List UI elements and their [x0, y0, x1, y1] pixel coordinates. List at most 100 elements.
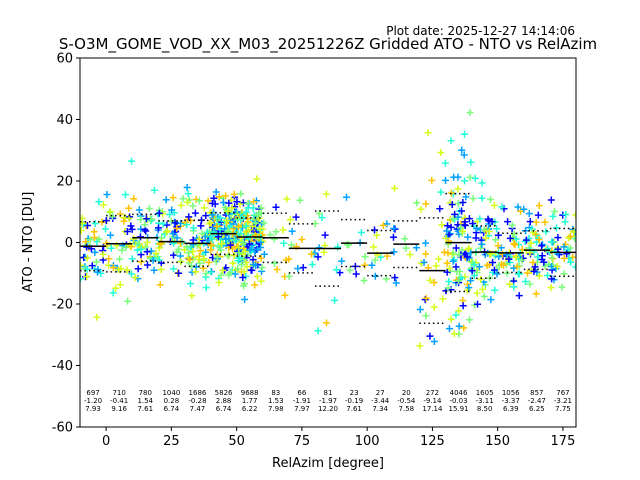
scatter-point: [311, 249, 319, 257]
scatter-point: [233, 198, 241, 206]
bin-count-label: 81: [324, 389, 333, 397]
scatter-point: [499, 261, 507, 269]
bin-count-label: 1040: [162, 389, 180, 397]
scatter-point: [183, 242, 191, 250]
scatter-point: [251, 281, 259, 289]
scatter-point: [173, 248, 181, 256]
scatter-point: [257, 204, 265, 212]
x-axis-label: RelAzim [degree]: [272, 456, 384, 471]
scatter-point: [86, 236, 94, 244]
scatter-point: [550, 207, 558, 215]
scatter-point: [426, 276, 434, 284]
scatter-point: [444, 284, 452, 292]
scatter-point: [445, 325, 453, 333]
scatter-point: [478, 179, 486, 187]
scatter-point: [234, 215, 242, 223]
bin-mean-label: -3.11: [476, 397, 494, 405]
scatter-point: [466, 174, 474, 182]
bin-mean-label: -2.47: [528, 397, 546, 405]
scatter-point: [521, 238, 529, 246]
scatter-point: [116, 255, 124, 263]
scatter-point: [247, 266, 255, 274]
bin-std-label: 7.97: [294, 405, 310, 413]
scatter-point: [531, 263, 539, 271]
scatter-point: [452, 311, 460, 319]
scatter-point: [368, 261, 376, 269]
scatter-point: [506, 234, 514, 242]
scatter-point: [249, 204, 257, 212]
scatter-point: [437, 188, 445, 196]
scatter-point: [215, 278, 223, 286]
scatter-point: [137, 245, 145, 253]
scatter-point: [547, 284, 555, 292]
scatter-point: [454, 185, 462, 193]
scatter-point: [189, 236, 197, 244]
scatter-point: [256, 225, 264, 233]
scatter-point: [535, 272, 543, 280]
bin-mean-label: -3.44: [371, 397, 390, 405]
scatter-point: [379, 221, 387, 229]
scatter-point: [535, 236, 543, 244]
bin-mean-label: -3.21: [554, 397, 572, 405]
scatter-point: [526, 218, 534, 226]
bin-std-label: 7.75: [555, 405, 571, 413]
scatter-point: [285, 272, 293, 280]
bin-count-label: 1056: [502, 389, 520, 397]
scatter-point: [253, 175, 261, 183]
scatter-point: [155, 209, 163, 217]
scatter-point: [311, 220, 319, 228]
scatter-point: [224, 252, 232, 260]
scatter-point: [451, 210, 459, 218]
scatter-point: [285, 255, 293, 263]
scatter-point: [338, 257, 346, 265]
scatter-point: [179, 195, 187, 203]
scatter-point: [448, 201, 456, 209]
bin-mean-label: -0.28: [188, 397, 206, 405]
scatter-point: [227, 241, 234, 249]
bin-count-label: 23: [350, 389, 359, 397]
scatter-point: [443, 227, 451, 235]
scatter-point: [440, 248, 448, 256]
bin-std-label: 7.58: [399, 405, 415, 413]
scatter-point: [142, 227, 150, 235]
x-tick-label: 100: [355, 434, 380, 449]
scatter-point: [437, 149, 445, 157]
scatter-point: [484, 215, 492, 223]
scatter-point: [162, 196, 170, 204]
scatter-point: [88, 262, 96, 270]
scatter-point: [321, 231, 329, 239]
x-tick-label: 50: [228, 434, 245, 449]
scatter-point: [390, 224, 398, 232]
scatter-point: [541, 218, 549, 226]
scatter-point: [532, 218, 540, 226]
scatter-point: [248, 222, 256, 230]
bin-std-label: 15.91: [449, 405, 469, 413]
bin-mean-label: -3.37: [502, 397, 520, 405]
scatter-point: [157, 239, 165, 247]
scatter-point: [202, 212, 210, 220]
scatter-point: [90, 228, 98, 236]
scatter-point: [217, 218, 225, 226]
bin-mean-label: -9.14: [423, 397, 442, 405]
x-tick-label: 75: [294, 434, 311, 449]
scatter-point: [98, 218, 106, 226]
scatter-point: [447, 315, 455, 323]
bin-statistics: [80, 192, 576, 325]
scatter-point: [489, 259, 497, 267]
scatter-point: [514, 270, 522, 278]
bin-mean-label: -1.20: [84, 397, 102, 405]
scatter-point: [314, 253, 322, 261]
scatter-point: [273, 265, 281, 273]
bin-mean-label: -0.19: [345, 397, 363, 405]
scatter-point: [298, 236, 306, 244]
scatter-point: [202, 284, 210, 292]
scatter-point: [141, 221, 149, 229]
scatter-point: [485, 228, 493, 236]
scatter-point: [213, 253, 221, 261]
scatter-point: [469, 195, 477, 203]
scatter-point: [392, 279, 400, 287]
scatter-point: [476, 215, 484, 223]
scatter-point: [420, 258, 428, 266]
bin-count-label: 780: [139, 389, 152, 397]
bin-count-label: 9688: [241, 389, 259, 397]
